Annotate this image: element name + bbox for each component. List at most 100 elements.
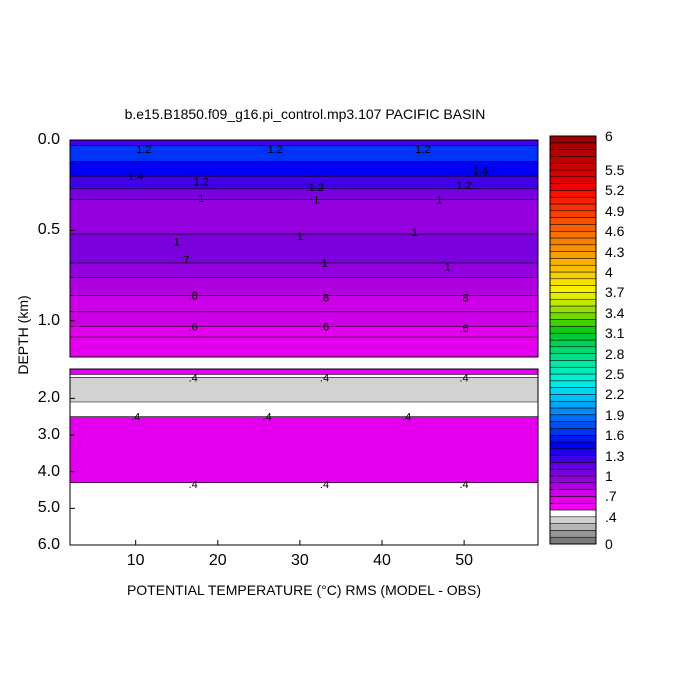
- colorbar-swatch: [549, 244, 597, 252]
- contour-label: 1.2: [415, 144, 430, 156]
- contour-label: 1.2: [136, 144, 151, 156]
- contour-band: [70, 311, 538, 327]
- contour-band: [70, 295, 538, 312]
- colorbar-swatch: [549, 319, 597, 327]
- colorbar-swatch: [549, 142, 597, 150]
- contour-label: .4: [131, 412, 140, 424]
- contour-band: [70, 369, 538, 375]
- colorbar-swatch: [549, 271, 597, 280]
- colorbar-swatch: [549, 441, 597, 450]
- colorbar-swatch: [549, 387, 597, 395]
- colorbar-swatch: [549, 536, 597, 545]
- colorbar-label: 3.1: [605, 325, 625, 342]
- contour-band: [70, 277, 538, 296]
- colorbar-swatch: [549, 414, 597, 422]
- colorbar-swatch: [549, 258, 597, 266]
- colorbar-swatch: [549, 162, 597, 171]
- colorbar-swatch: [549, 455, 597, 463]
- colorbar-swatch: [549, 264, 597, 273]
- contour-label: .4: [460, 372, 469, 384]
- colorbar-swatch: [549, 217, 597, 225]
- colorbar-label: 4.3: [605, 243, 625, 260]
- colorbar-swatch: [549, 339, 597, 348]
- colorbar-swatch: [549, 305, 597, 314]
- contour-band: [70, 402, 538, 417]
- y-tick-label: 0.5: [37, 221, 60, 239]
- colorbar-swatch: [549, 224, 597, 232]
- lower-panel-plot: .4 .4 .4 .4 .4 .4 .4 .4 .4: [69, 368, 539, 546]
- contour-label: .8: [460, 292, 469, 304]
- x-axis-label: POTENTIAL TEMPERATURE (°C) RMS (MODEL - …: [126, 582, 482, 598]
- contour-label: .4: [460, 479, 469, 491]
- colorbar-swatch: [549, 421, 597, 429]
- colorbar-swatch: [549, 462, 597, 470]
- y-tick-label: 1.0: [37, 311, 60, 329]
- colorbar-swatch: [549, 135, 597, 144]
- contour-label: .4: [189, 372, 198, 384]
- contour-band: [70, 262, 538, 278]
- y-axis-label: DEPTH (km): [15, 295, 31, 375]
- colorbar-swatch: [549, 251, 597, 259]
- colorbar-swatch: [549, 482, 597, 490]
- colorbar-swatch: [549, 346, 597, 354]
- x-tick-label: 40: [373, 552, 391, 569]
- contour-label: 1: [412, 227, 418, 239]
- panel-frame: [69, 368, 539, 546]
- contour-band: [70, 234, 538, 263]
- contour-label: .8: [320, 292, 329, 304]
- colorbar-label: 2.8: [605, 345, 625, 362]
- contour-label: .4: [402, 412, 411, 424]
- x-tick-label: 50: [455, 552, 473, 569]
- colorbar-label: 1: [605, 468, 613, 484]
- colorbar-swatch: [549, 366, 597, 375]
- colorbar-swatch: [549, 468, 597, 477]
- colorbar-label: 1.3: [605, 447, 625, 464]
- colorbar-label: .7: [605, 488, 617, 505]
- colorbar-swatch: [549, 448, 597, 456]
- colorbar-swatch: [549, 380, 597, 388]
- contour-label: 1: [313, 195, 319, 207]
- x-tick-label: 10: [126, 552, 145, 569]
- colorbar-swatch: [549, 149, 597, 157]
- y-tick-label: 0.0: [37, 131, 60, 148]
- colorbar-swatch: [549, 230, 597, 239]
- contour-band: [70, 326, 538, 338]
- colorbar-swatch: [549, 203, 597, 212]
- contour-label: .6: [189, 321, 198, 333]
- colorbar-label: .4: [605, 508, 617, 525]
- contour-label: .4: [320, 479, 329, 491]
- colorbar-swatch: [549, 156, 597, 164]
- contour-band: [70, 140, 538, 146]
- x-tick-label: 20: [208, 552, 227, 569]
- colorbar-swatch: [549, 530, 597, 538]
- colorbar-label: 0: [605, 536, 613, 552]
- colorbar-label: 4: [605, 264, 613, 280]
- colorbar-swatch: [549, 292, 597, 300]
- contour-label: .4: [189, 479, 198, 491]
- colorbar-label: 5.5: [605, 162, 625, 178]
- colorbar-swatch: [549, 502, 597, 511]
- colorbar-swatch: [549, 475, 597, 484]
- contour-label: 1.2: [194, 177, 209, 189]
- contour-label: 1.2: [268, 144, 283, 156]
- contour-label: .8: [189, 291, 198, 303]
- contour-label: 1: [198, 193, 204, 205]
- colorbar-swatch: [549, 428, 597, 436]
- contour-band: [70, 199, 538, 235]
- contour-label: .7: [180, 254, 189, 266]
- colorbar-swatch: [549, 509, 597, 518]
- y-tick-label: 4.0: [37, 462, 60, 480]
- contour-band: [70, 482, 538, 523]
- contour-band: [70, 161, 538, 177]
- colorbar-swatch: [549, 298, 597, 307]
- contour-label: 1.4: [473, 166, 488, 178]
- contour-band: [70, 416, 538, 483]
- contour-band: [70, 523, 538, 545]
- colorbar-frame: [549, 135, 597, 545]
- colorbar-label: 3.7: [605, 284, 625, 301]
- contour-label: .4: [262, 412, 271, 424]
- colorbar-swatch: [549, 407, 597, 416]
- colorbar-label: 4.9: [605, 202, 625, 219]
- contour-label: 1.2: [456, 180, 471, 192]
